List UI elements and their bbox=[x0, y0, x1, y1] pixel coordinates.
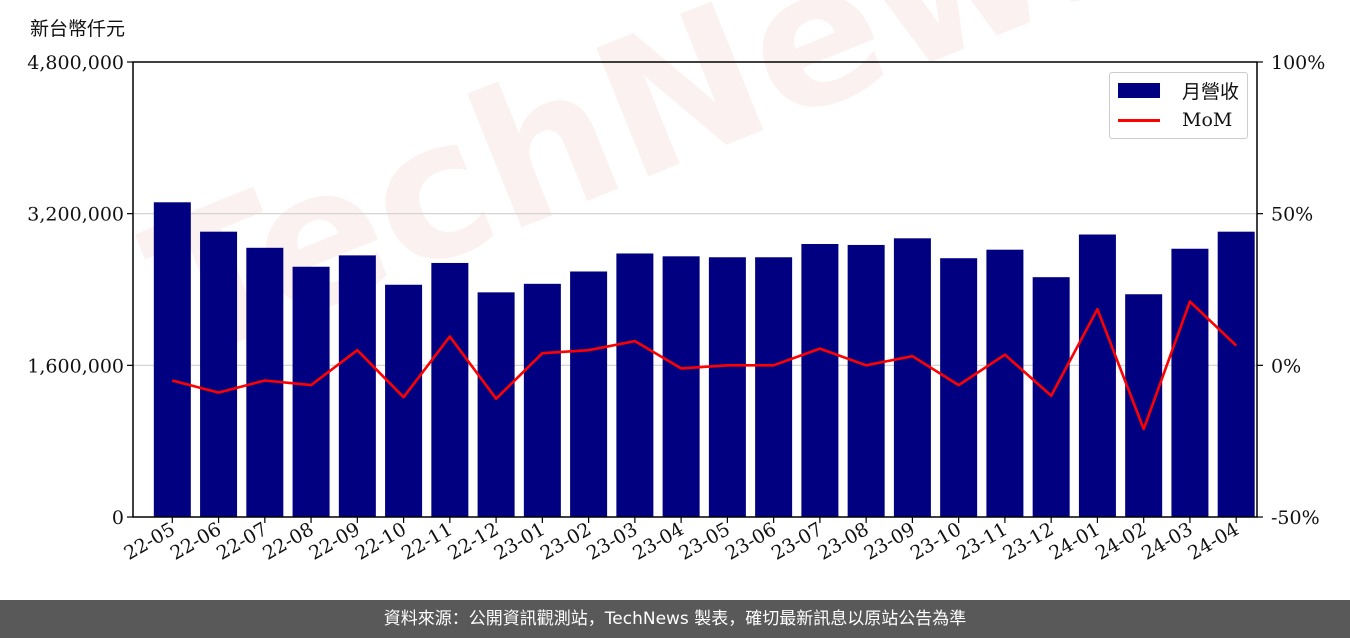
revenue-bar bbox=[801, 244, 839, 517]
x-tick-label: 23-08 bbox=[814, 518, 872, 564]
revenue-bar bbox=[338, 255, 376, 517]
x-tick-label: 22-10 bbox=[352, 518, 410, 564]
revenue-bar bbox=[385, 284, 423, 517]
x-tick-label: 23-02 bbox=[537, 518, 595, 564]
revenue-bar bbox=[847, 244, 885, 517]
legend-item-mom: MoM bbox=[1118, 107, 1232, 133]
revenue-bar bbox=[292, 266, 330, 517]
revenue-bar bbox=[1125, 294, 1163, 517]
x-tick-label: 23-07 bbox=[768, 518, 826, 564]
x-tick-label: 22-08 bbox=[259, 518, 317, 564]
x-tick-label: 22-09 bbox=[305, 518, 363, 564]
y-left-tick-label: 3,200,000 bbox=[27, 204, 124, 226]
source-footer: 資料來源：公開資訊觀測站，TechNews 製表，確切最新訊息以原站公告為準 bbox=[0, 600, 1350, 638]
x-tick-label: 22-06 bbox=[167, 518, 225, 564]
x-tick-label: 23-09 bbox=[860, 518, 918, 564]
x-tick-label: 22-05 bbox=[120, 518, 178, 564]
revenue-bar bbox=[986, 249, 1024, 517]
y-right-tick-label: 50% bbox=[1271, 204, 1313, 226]
plot-frame bbox=[132, 61, 1258, 518]
revenue-bar bbox=[662, 256, 700, 517]
revenue-bar bbox=[708, 257, 746, 517]
revenue-bar bbox=[1078, 234, 1116, 518]
revenue-bar bbox=[1171, 248, 1209, 518]
mom-line bbox=[171, 300, 1238, 431]
y-right-tick-label: -50% bbox=[1271, 507, 1320, 529]
x-tick-label: 24-02 bbox=[1092, 518, 1150, 564]
revenue-bar bbox=[153, 202, 191, 517]
revenue-bar bbox=[570, 271, 608, 517]
legend-swatch-line bbox=[1118, 118, 1160, 122]
x-tick-label: 22-07 bbox=[213, 518, 271, 564]
x-tick-label: 22-11 bbox=[398, 518, 456, 564]
x-tick-label: 24-01 bbox=[1045, 518, 1103, 564]
x-tick-label: 23-01 bbox=[490, 518, 548, 564]
legend-item-revenue: 月營收 bbox=[1118, 77, 1239, 103]
x-tick-label: 23-05 bbox=[675, 518, 733, 564]
y-left-tick-label: 4,800,000 bbox=[27, 52, 124, 74]
x-tick-label: 23-03 bbox=[583, 518, 641, 564]
x-tick-label: 23-06 bbox=[722, 518, 780, 564]
y-axis-unit-label: 新台幣仟元 bbox=[30, 18, 126, 40]
mom-line-layer bbox=[171, 300, 1238, 431]
x-tick-label: 23-04 bbox=[629, 518, 687, 564]
x-tick-label: 24-03 bbox=[1138, 518, 1196, 564]
revenue-bar bbox=[200, 231, 238, 518]
revenue-bar bbox=[616, 253, 654, 517]
y-left-tick-label: 1,600,000 bbox=[27, 355, 124, 377]
revenue-bar bbox=[1217, 231, 1255, 518]
x-tick-label: 23-12 bbox=[999, 518, 1057, 564]
legend-label-revenue: 月營收 bbox=[1182, 80, 1240, 103]
chart-legend: 月營收 MoM bbox=[1109, 72, 1248, 139]
x-tick-label: 23-11 bbox=[953, 518, 1011, 564]
revenue-bar bbox=[523, 283, 561, 517]
y-right-tick-label: 100% bbox=[1271, 52, 1325, 74]
revenue-bar bbox=[940, 258, 978, 517]
legend-swatch-bar bbox=[1118, 82, 1160, 98]
x-tick-label: 22-12 bbox=[444, 518, 502, 564]
legend-label-mom: MoM bbox=[1182, 109, 1233, 131]
revenue-bar bbox=[431, 262, 469, 517]
x-tick-label: 23-10 bbox=[907, 518, 965, 564]
revenue-chart: 0 1,600,000 3,200,000 4,800,000 -50% 0% 50% 100… bbox=[27, 52, 1325, 565]
revenue-bars bbox=[153, 202, 1255, 518]
revenue-bar bbox=[477, 292, 515, 517]
revenue-bar bbox=[893, 238, 931, 517]
y-right-tick-label: 0% bbox=[1271, 355, 1301, 377]
revenue-bar bbox=[755, 257, 793, 517]
y-left-tick-label: 0 bbox=[112, 507, 124, 529]
x-tick-label: 24-04 bbox=[1184, 518, 1242, 564]
revenue-bar bbox=[1032, 277, 1070, 517]
